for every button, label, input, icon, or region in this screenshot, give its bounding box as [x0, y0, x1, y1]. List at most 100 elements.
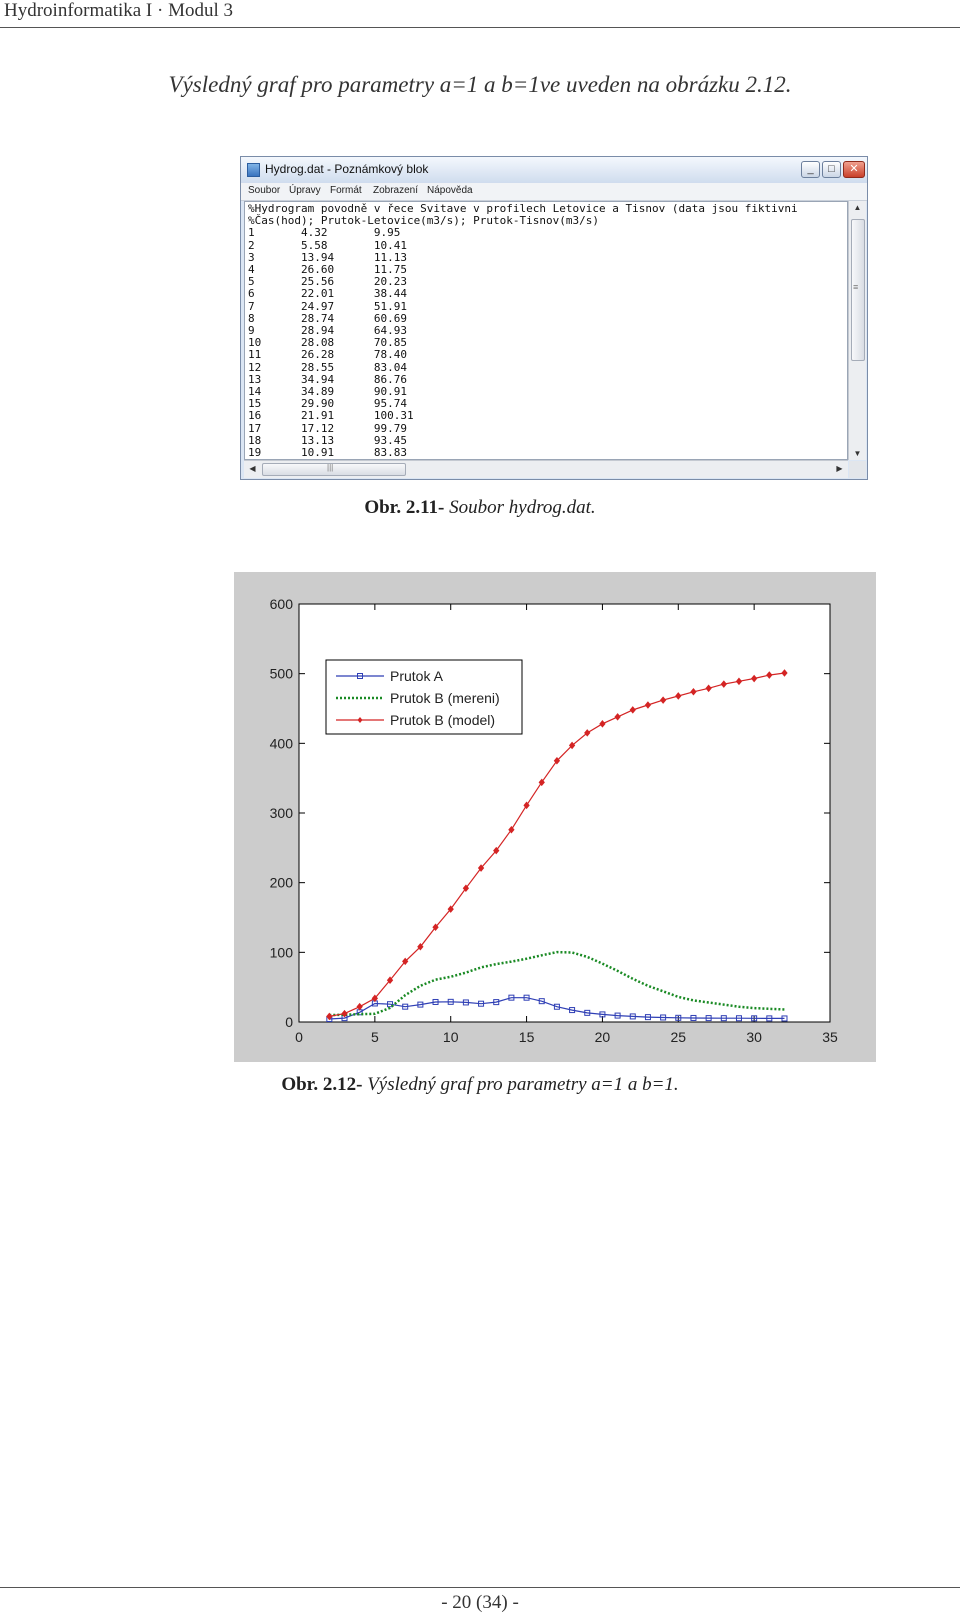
x-tick-label: 35 [822, 1029, 838, 1045]
caption-text: Soubor hydrog.dat. [449, 497, 596, 518]
data-point [781, 1015, 788, 1022]
menu-napoveda[interactable]: Nápověda [427, 185, 473, 196]
caption-label: Obr. 2.11- [364, 497, 445, 518]
data-point [735, 677, 743, 686]
text-line: 15 29.90 95.74 [248, 397, 407, 411]
y-tick-label: 600 [270, 596, 294, 612]
data-point [629, 706, 636, 714]
y-tick-label: 200 [270, 875, 294, 891]
text-line: 4 26.60 11.75 [248, 263, 407, 276]
menu-upravy[interactable]: Úpravy [289, 185, 321, 196]
data-point [705, 684, 712, 693]
text-line: 2 5.58 10.41 [248, 238, 407, 252]
notepad-text-area[interactable]: %Hydrogram povodně v řece Svitave v prof… [244, 201, 848, 460]
minimize-button[interactable]: _ [801, 161, 820, 178]
data-point [447, 998, 454, 1005]
maximize-button[interactable]: □ [822, 161, 841, 178]
text-line: 9 28.94 64.93 [248, 324, 407, 337]
scroll-right-arrow-icon[interactable]: ▶ [836, 464, 843, 473]
data-point [462, 999, 469, 1006]
data-point [644, 1014, 651, 1021]
data-point [538, 998, 545, 1005]
text-line: 3 13.94 11.13 [248, 250, 407, 264]
data-point [584, 729, 591, 737]
menu-zobrazeni[interactable]: Zobrazení [373, 185, 419, 196]
data-point [599, 1011, 606, 1018]
data-point [386, 976, 394, 984]
notepad-titlebar[interactable]: Hydrog.dat - Poznámkový blok _ □ ✕ [241, 157, 867, 184]
horizontal-scroll-thumb[interactable]: ||| [262, 463, 406, 476]
text-line: 17 17.12 99.79 [248, 421, 407, 435]
text-line: 19 10.91 83.83 [248, 446, 407, 459]
x-tick-label: 5 [371, 1029, 379, 1045]
text-line: 5 25.56 20.23 [248, 275, 407, 289]
data-point [371, 994, 379, 1003]
data-point [417, 942, 424, 951]
data-point [766, 1015, 773, 1022]
data-point [750, 674, 758, 683]
text-line: %Hydrogram povodně v řece Svitave v prof… [248, 202, 798, 215]
hydrograph-chart: 0 5 10 15 20 25 30 35 0 100 200 300 400 500 600 Prutok … [234, 572, 876, 1062]
chart-svg: 0 5 10 15 20 25 30 35 0 100 200 300 400 500 600 Prutok … [270, 596, 838, 1045]
data-point [447, 905, 454, 913]
text-line: 1 4.32 9.95 [248, 226, 401, 240]
data-point [341, 1009, 348, 1018]
text-line: %Čas(hod); Prutok-Letovice(m3/s); Prutok… [248, 214, 599, 228]
menu-format[interactable]: Formát [330, 185, 362, 196]
data-point [508, 994, 515, 1001]
series-line-1 [329, 950, 785, 1017]
data-point [629, 1013, 636, 1020]
data-point [781, 669, 788, 677]
text-line: 7 24.97 51.91 [248, 299, 407, 313]
data-point [356, 1002, 363, 1011]
close-button[interactable]: ✕ [843, 161, 865, 178]
y-tick-label: 500 [270, 666, 294, 682]
data-point [493, 846, 500, 855]
text-line: 12 28.55 83.04 [248, 360, 407, 374]
data-point [478, 1000, 485, 1007]
data-point [553, 1003, 560, 1010]
notepad-app-icon [247, 163, 260, 177]
intro-paragraph: Výsledný graf pro parametry a=1 a b=1ve … [168, 72, 792, 97]
data-point [766, 671, 773, 679]
data-point [660, 1014, 667, 1021]
text-line: 16 21.91 100.31 [248, 409, 414, 423]
header-rule [0, 27, 960, 28]
data-point [402, 957, 409, 966]
data-point [735, 1015, 742, 1022]
horizontal-thumb-grip-icon: ||| [327, 463, 334, 472]
vertical-scrollbar[interactable]: ▲ ≡ ▼ [848, 201, 866, 460]
data-point [523, 994, 530, 1001]
data-point [584, 1009, 591, 1016]
scroll-down-arrow-icon[interactable]: ▼ [853, 449, 862, 458]
y-tick-label: 400 [270, 735, 294, 751]
scroll-up-arrow-icon[interactable]: ▲ [853, 203, 862, 212]
x-tick-label: 25 [670, 1029, 686, 1045]
x-tick-label: 10 [443, 1029, 459, 1045]
data-point [523, 801, 530, 810]
menu-soubor[interactable]: Soubor [248, 185, 281, 196]
data-point [659, 696, 667, 704]
data-point [477, 864, 485, 872]
legend-box [325, 659, 523, 735]
text-line: 8 28.74 60.69 [248, 311, 407, 325]
data-point [326, 1012, 333, 1021]
figure-caption-2-12: Obr. 2.12- Výsledný graf pro parametry a… [0, 1074, 960, 1096]
scroll-left-arrow-icon[interactable]: ◀ [249, 464, 256, 473]
data-point [569, 1007, 576, 1014]
data-point [538, 778, 545, 787]
data-point [493, 999, 500, 1006]
x-tick-label: 20 [595, 1029, 611, 1045]
y-tick-label: 100 [270, 944, 294, 960]
data-point [644, 701, 652, 709]
notepad-title: Hydrog.dat - Poznámkový blok [265, 162, 429, 176]
vertical-scroll-thumb[interactable]: ≡ [851, 219, 865, 361]
data-point [675, 692, 682, 700]
footer-rule [0, 1587, 960, 1588]
data-point [690, 687, 697, 696]
data-point [690, 1014, 697, 1021]
resize-grip[interactable] [849, 461, 866, 478]
text-line: 13 34.94 86.76 [248, 372, 407, 386]
data-point [432, 998, 439, 1005]
horizontal-scrollbar[interactable]: ◀ ||| ▶ [244, 460, 848, 478]
